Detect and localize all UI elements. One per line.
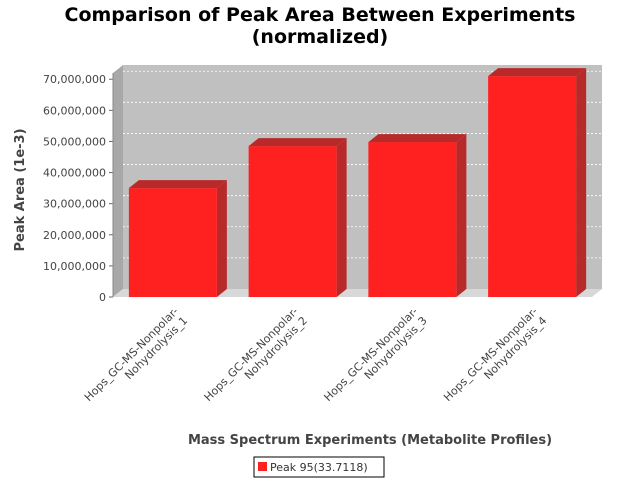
bar [488, 68, 587, 297]
bar-front-face [248, 146, 337, 297]
bar [368, 134, 467, 297]
legend-frame [253, 456, 385, 478]
y-axis-label: Peak Area (1e-3) [13, 128, 28, 251]
y-tick-label: 40,000,000 [43, 167, 106, 180]
labels: Comparison of Peak Area Between Experime… [13, 4, 575, 448]
y-tick-label: 70,000,000 [43, 73, 106, 86]
chart-title: Comparison of Peak Area Between Experime… [65, 4, 576, 26]
y-tick-label: 10,000,000 [43, 260, 106, 273]
bar-side-face [336, 138, 347, 297]
y-tick-label: 20,000,000 [43, 229, 106, 242]
bar-front-face [128, 188, 217, 297]
bar-side-face [456, 134, 467, 297]
bar-top-face [488, 68, 587, 77]
bar [128, 180, 227, 297]
y-tick-label: 50,000,000 [43, 135, 106, 148]
bar-front-face [488, 76, 577, 297]
plot-floor [113, 289, 602, 297]
bar-top-face [128, 180, 227, 189]
bar-side-face [216, 180, 227, 297]
bars [128, 68, 587, 297]
legend: Peak 95(33.7118) [253, 456, 385, 478]
bar [248, 138, 347, 297]
plot-side-wall [113, 65, 123, 297]
bar-top-face [368, 134, 467, 143]
x-tick-label: Hops_GC-MS-Nonpolar-Nohydrolysis_1 [82, 305, 190, 413]
chart-subtitle: (normalized) [252, 26, 389, 48]
x-axis-label: Mass Spectrum Experiments (Metabolite Pr… [188, 433, 552, 448]
bar-side-face [576, 68, 587, 297]
x-tick-label: Hops_GC-MS-Nonpolar-Nohydrolysis_3 [321, 305, 429, 413]
y-tick-label: 30,000,000 [43, 198, 106, 211]
legend-entry: Peak 95(33.7118) [270, 461, 368, 474]
x-tick-label: Hops_GC-MS-Nonpolar-Nohydrolysis_4 [441, 305, 549, 413]
bar-front-face [368, 142, 457, 297]
bar-top-face [248, 138, 347, 147]
y-tick-label: 0 [99, 291, 106, 304]
legend-swatch [258, 462, 267, 471]
y-tick-label: 60,000,000 [43, 104, 106, 117]
x-tick-label: Hops_GC-MS-Nonpolar-Nohydrolysis_2 [202, 305, 310, 413]
